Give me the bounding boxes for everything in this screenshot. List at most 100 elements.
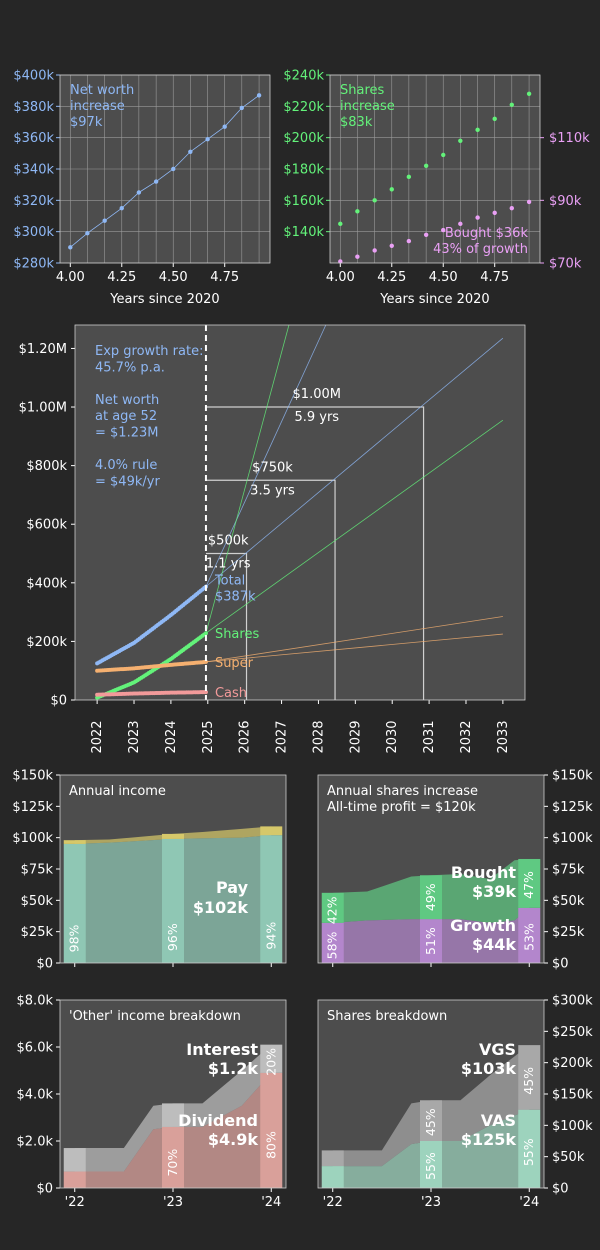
- x-axis-label: Years since 2020: [379, 292, 489, 307]
- y-tick-label: $150k: [12, 769, 53, 784]
- series-label: Shares: [215, 627, 260, 642]
- y-tick-label: $600k: [26, 518, 67, 533]
- y-tick-label: $100k: [552, 1119, 593, 1134]
- y-tick-label: $240k: [283, 69, 324, 84]
- history-point: [203, 690, 208, 695]
- y-tick-label: $2.0k: [17, 1135, 54, 1150]
- y-tick-label: $180k: [283, 163, 324, 178]
- y2-tick-label: $70k: [549, 257, 582, 272]
- milestone-years: 3.5 yrs: [250, 483, 295, 498]
- annual-income-chart: $0 $25k $50k $75k $100k $125k $150k Annual inco…: [12, 769, 287, 972]
- milestone-years: 1.1 yrs: [206, 557, 251, 572]
- year-bar: [260, 826, 283, 836]
- annotation-text: increase: [70, 99, 125, 114]
- x-tick-label: '23: [163, 1195, 183, 1210]
- percent-label: 20%: [263, 1048, 278, 1076]
- milestone-value: $750k: [252, 460, 293, 475]
- y-tick-label: $0: [552, 1182, 569, 1197]
- layer-value: $4.9k: [208, 1130, 258, 1149]
- data-point: [492, 116, 497, 122]
- projection-line: [205, 616, 503, 663]
- shares-breakdown-chart: $0 $50k $100k $150k $200k $250k $300k '22 '23 '24…: [317, 994, 593, 1210]
- year-bar: [162, 1103, 184, 1127]
- percent-label: 55%: [521, 1138, 536, 1166]
- year-bar: [518, 1109, 541, 1188]
- layer-label: Bought: [451, 863, 516, 882]
- projection-line: [205, 337, 504, 587]
- layer-label: Interest: [186, 1040, 258, 1059]
- y-tick-label: $125k: [12, 800, 53, 815]
- data-point: [509, 102, 514, 107]
- y-tick-label: $0: [552, 957, 569, 972]
- annotation-text: = $49k/yr: [95, 474, 160, 489]
- y-tick-label: $380k: [13, 100, 54, 115]
- layer-value: $103k: [461, 1059, 517, 1078]
- y-tick-label: $0: [50, 694, 67, 709]
- data-point: [338, 221, 343, 227]
- data-point: [441, 227, 446, 233]
- y-tick-label: $400k: [26, 576, 67, 591]
- x-tick-label: 4.50: [159, 270, 188, 285]
- plot-border: [317, 774, 545, 964]
- y-tick-label: $160k: [283, 194, 324, 209]
- projection-lines: [95, 325, 504, 700]
- x-tick-label: '22: [323, 1195, 343, 1210]
- milestone-box: [205, 479, 336, 700]
- percent-label: 80%: [263, 1131, 278, 1159]
- layer-label: Pay: [216, 878, 249, 897]
- y-tick-label: $0: [36, 957, 53, 972]
- y-tick-label: $280k: [13, 257, 54, 272]
- data-point: [475, 127, 480, 133]
- y-tick-label: $1.00M: [19, 401, 67, 416]
- annual-shares-chart: $0 $25k $50k $75k $100k $125k $150k Annual shar…: [317, 769, 593, 972]
- y-tick-label: $140k: [283, 225, 324, 240]
- data-point: [338, 259, 343, 264]
- annotation-text: at age 52: [95, 409, 157, 424]
- y2-tick-label: $110k: [549, 131, 590, 146]
- year-bar: [518, 858, 541, 908]
- year-bar: [260, 1072, 283, 1188]
- percent-label: 58%: [325, 931, 340, 959]
- annotation-text: Shares: [340, 83, 385, 98]
- y-tick-label: $400k: [13, 69, 54, 84]
- x-tick-label: '24: [261, 1195, 281, 1210]
- year-bar: [260, 835, 283, 963]
- projection-line: [205, 325, 290, 634]
- chart-subtitle: All-time profit = $120k: [327, 800, 476, 815]
- projection-line: [205, 419, 504, 634]
- x-tick-label: 4.00: [56, 270, 85, 285]
- layer-label: Growth: [450, 916, 516, 935]
- annotation-text: increase: [340, 99, 395, 114]
- year-bar: [162, 833, 184, 839]
- data-point: [423, 232, 429, 237]
- y-tick-label: $100k: [552, 831, 593, 846]
- projection-line: [205, 633, 503, 663]
- y-tick-label: $250k: [552, 1025, 593, 1040]
- percent-label: 55%: [423, 1152, 438, 1180]
- year-bar: [420, 875, 442, 920]
- annotation-text: Net worth: [95, 393, 159, 408]
- x-tick-label: '23: [421, 1195, 441, 1210]
- annotation-text: Net worth: [70, 83, 134, 98]
- data-point: [406, 238, 412, 244]
- y-tick-label: $75k: [552, 863, 585, 878]
- percent-label: 70%: [165, 1149, 180, 1177]
- x-tick-label: 4.25: [377, 270, 406, 285]
- data-point: [441, 152, 446, 158]
- data-point: [475, 215, 480, 220]
- annotation-text: $83k: [340, 115, 373, 130]
- y-tick-label: $300k: [552, 994, 593, 1009]
- year-bar: [321, 892, 344, 923]
- percent-label: 94%: [263, 922, 278, 950]
- data-point: [458, 221, 463, 227]
- x-tick-label: 2028: [311, 720, 326, 753]
- y-tick-label: $125k: [552, 800, 593, 815]
- percent-label: 45%: [423, 1108, 438, 1136]
- plot-border: [59, 999, 287, 1189]
- plot-border: [74, 324, 526, 701]
- milestone-box: [205, 552, 248, 700]
- percent-label: 47%: [521, 871, 536, 899]
- y-tick-label: $50k: [552, 1150, 585, 1165]
- annotation-text: $97k: [70, 115, 103, 130]
- x-tick-label: 2027: [275, 720, 290, 753]
